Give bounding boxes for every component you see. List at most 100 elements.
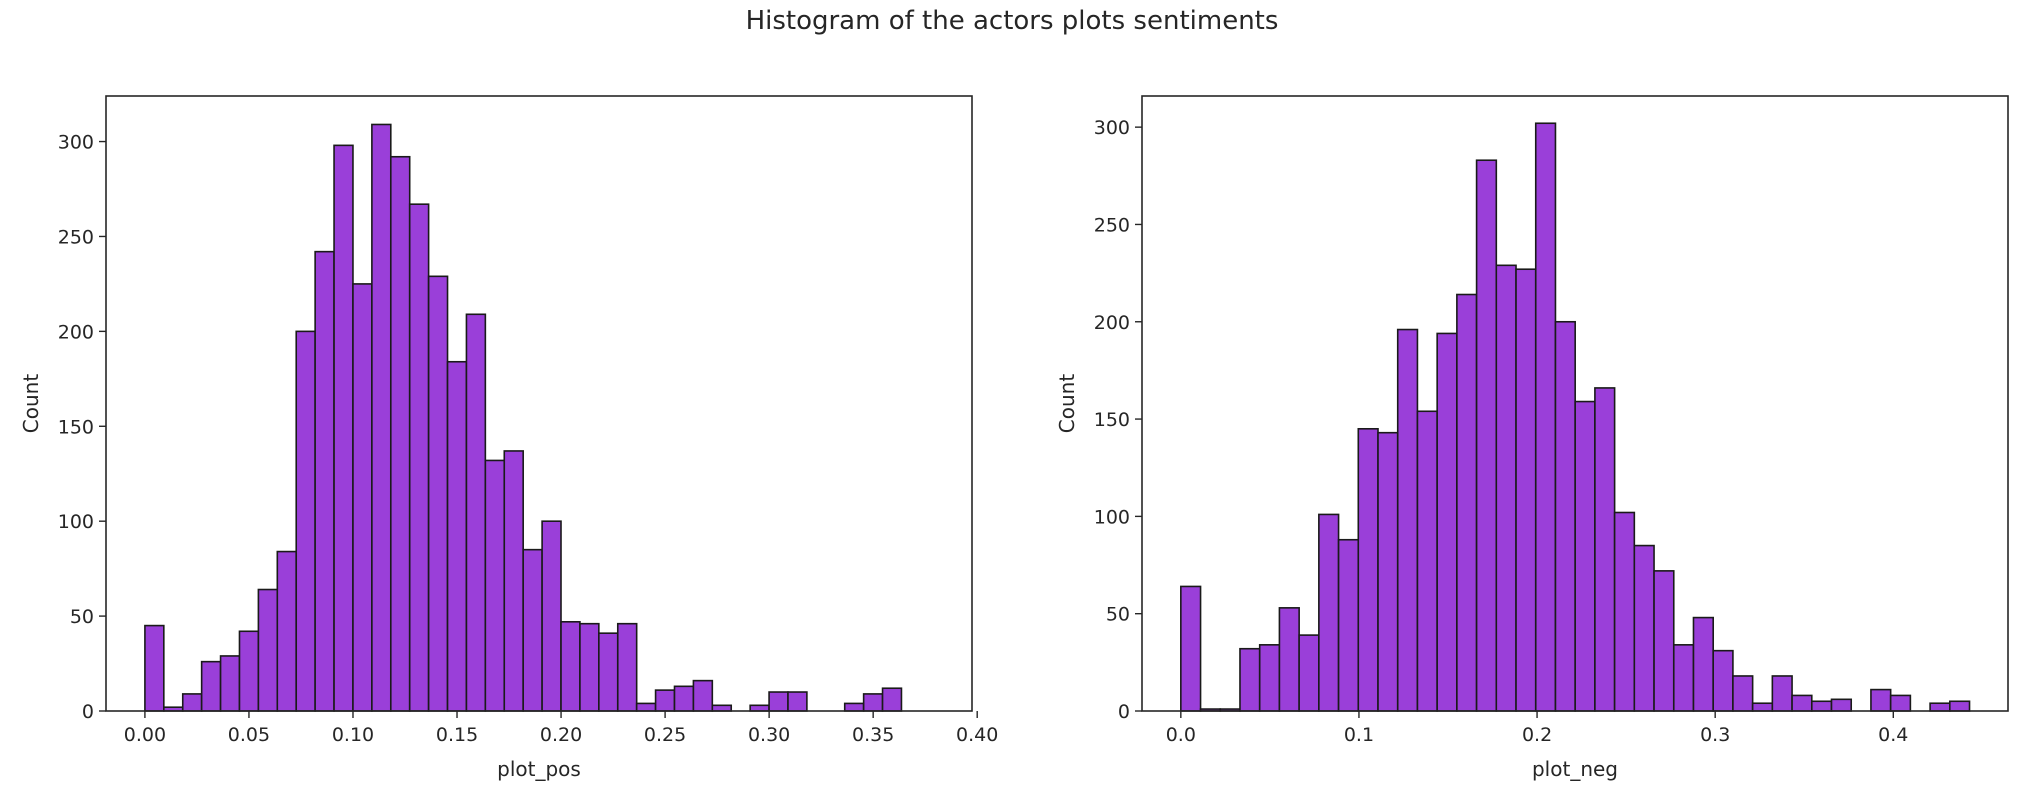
y-tick-label: 0 [82, 701, 94, 723]
histogram-bar [181, 693, 203, 712]
histogram-bar [1377, 431, 1399, 712]
y-tick-label: 150 [1094, 409, 1130, 431]
histogram-bar [1949, 700, 1971, 712]
histogram-bar [843, 702, 865, 712]
histogram-bar [787, 691, 808, 712]
histogram-bar [1436, 332, 1458, 712]
histogram-bar [1870, 688, 1892, 712]
histogram-bar [1318, 513, 1340, 712]
histogram-bar [1554, 320, 1576, 712]
histogram-bar [1672, 644, 1695, 712]
y-tick-label: 200 [1094, 312, 1130, 334]
x-tick-label: 0.4 [1878, 724, 1908, 746]
histogram-bar [654, 689, 676, 712]
histogram-bar [598, 632, 619, 712]
histogram-bar [1653, 570, 1675, 712]
histogram-bar [314, 250, 335, 712]
histogram-bar [579, 622, 600, 712]
histogram-bar [276, 550, 298, 712]
histogram-bar [144, 624, 165, 712]
histogram-bar [1889, 694, 1912, 712]
y-tick-label: 250 [58, 226, 94, 248]
histogram-bar [1692, 616, 1714, 712]
axes-frame [1141, 95, 2009, 712]
histogram-bar [1534, 122, 1557, 712]
histogram-bar [635, 702, 657, 712]
y-tick-label: 300 [58, 132, 94, 154]
histogram-bar [673, 685, 695, 712]
histogram-bar [1396, 328, 1419, 712]
histogram-bar [1180, 585, 1202, 712]
histogram-plot-neg: 0.0 0.1 0.2 0.3 0.4 0 50 100 150 200 250 300 plot_ne… [1055, 95, 2009, 781]
histogram-bar [484, 459, 506, 712]
histogram-plot-pos: 0.00 0.05 0.10 0.15 0.20 0.25 0.30 0.35 0.40 0 50 1… [19, 95, 998, 781]
y-tick-label: 300 [1094, 117, 1130, 139]
histogram-bar [1732, 675, 1754, 712]
histogram-bar [1416, 410, 1438, 712]
x-tick-label: 0.2 [1522, 724, 1552, 746]
histogram-bar [749, 704, 770, 712]
histogram-bar [1594, 387, 1616, 712]
y-axis-label: Count [1055, 374, 1079, 434]
histogram-bar [1278, 607, 1300, 712]
y-tick-label: 150 [58, 416, 94, 438]
x-tick-label: 0.40 [956, 724, 998, 746]
histogram-bar [1574, 400, 1596, 712]
x-axis-label: plot_pos [497, 757, 581, 781]
y-tick-label: 200 [58, 321, 94, 343]
histogram-bar [1258, 644, 1281, 712]
histogram-bar [1239, 647, 1261, 712]
y-tick-label: 0 [1118, 701, 1130, 723]
x-tick-label: 0.35 [852, 724, 894, 746]
x-tick-label: 0.20 [540, 724, 582, 746]
histogram-bar [333, 144, 354, 712]
histogram-bar [560, 620, 581, 712]
histogram-bar [1791, 694, 1813, 712]
figure-title: Histogram of the actors plots sentiments [745, 6, 1279, 36]
histogram-bar [219, 655, 241, 712]
y-axis-label: Count [19, 374, 43, 434]
x-tick-label: 0.00 [124, 724, 166, 746]
y-tick-label: 100 [58, 511, 94, 533]
x-axis-label: plot_neg [1532, 757, 1618, 781]
y-tick-label: 100 [1094, 506, 1130, 528]
histogram-bar [862, 693, 884, 712]
x-tick-label: 0.1 [1344, 724, 1374, 746]
axes-frame [105, 95, 973, 712]
histogram-bar [1929, 702, 1951, 712]
histogram-bar [389, 155, 411, 712]
histogram-bar [768, 691, 789, 712]
histogram-bar [408, 203, 430, 712]
x-tick-label: 0.15 [436, 724, 478, 746]
histogram-bar [881, 687, 903, 712]
histogram-bar [1515, 268, 1537, 712]
x-tick-label: 0.10 [332, 724, 374, 746]
histogram-bar [1771, 675, 1793, 712]
histogram-bar [1337, 538, 1360, 712]
x-tick-label: 0.25 [644, 724, 686, 746]
y-tick-label: 250 [1094, 214, 1130, 236]
histogram-bar [465, 313, 487, 712]
histogram-bar [503, 450, 524, 712]
histogram-bar [257, 588, 279, 712]
histogram-bar [1613, 511, 1636, 712]
histogram-bar [1830, 698, 1853, 712]
histogram-bar [541, 520, 562, 712]
histogram-bar [1810, 700, 1833, 712]
histogram-bar [1298, 634, 1320, 712]
histogram-bar [711, 704, 733, 712]
histogram-bar [1475, 159, 1498, 712]
histogram-bar [295, 330, 316, 712]
histogram-bar [371, 123, 392, 712]
x-tick-label: 0.3 [1700, 724, 1730, 746]
histogram-bar [446, 360, 468, 712]
histogram-bar [238, 630, 260, 712]
histogram-bar [427, 275, 449, 712]
histogram-bar [1712, 649, 1734, 712]
histogram-bar [692, 679, 714, 712]
y-tick-label: 50 [70, 606, 94, 628]
histogram-bar [352, 283, 373, 712]
histogram-bar [522, 548, 543, 712]
histogram-bar [1456, 293, 1478, 712]
